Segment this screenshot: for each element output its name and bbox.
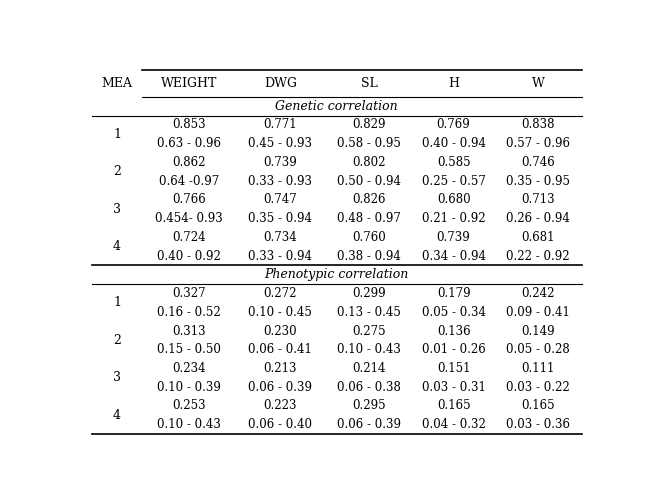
Text: 2: 2	[113, 334, 121, 347]
Text: 0.724: 0.724	[172, 231, 205, 244]
Text: 0.165: 0.165	[521, 400, 555, 412]
Text: 0.313: 0.313	[172, 325, 205, 338]
Text: 0.802: 0.802	[352, 156, 386, 169]
Text: 0.149: 0.149	[521, 325, 555, 338]
Text: Genetic correlation: Genetic correlation	[275, 100, 398, 113]
Text: 0.35 - 0.95: 0.35 - 0.95	[506, 175, 570, 187]
Text: 0.165: 0.165	[437, 400, 470, 412]
Text: 0.40 - 0.94: 0.40 - 0.94	[422, 137, 486, 150]
Text: 0.10 - 0.43: 0.10 - 0.43	[157, 418, 221, 431]
Text: W: W	[531, 77, 544, 90]
Text: 0.862: 0.862	[172, 156, 205, 169]
Text: 0.213: 0.213	[263, 362, 297, 375]
Text: 2: 2	[113, 165, 121, 178]
Text: 0.766: 0.766	[172, 193, 205, 207]
Text: 0.214: 0.214	[352, 362, 386, 375]
Text: MEA: MEA	[102, 77, 132, 90]
Text: 0.22 - 0.92: 0.22 - 0.92	[506, 249, 570, 263]
Text: 0.50 - 0.94: 0.50 - 0.94	[337, 175, 401, 187]
Text: 0.151: 0.151	[437, 362, 470, 375]
Text: 0.03 - 0.31: 0.03 - 0.31	[422, 381, 486, 394]
Text: 0.681: 0.681	[522, 231, 555, 244]
Text: 0.33 - 0.93: 0.33 - 0.93	[248, 175, 312, 187]
Text: 0.327: 0.327	[172, 287, 205, 300]
Text: 0.747: 0.747	[263, 193, 297, 207]
Text: 0.09 - 0.41: 0.09 - 0.41	[506, 306, 570, 319]
Text: 3: 3	[113, 371, 121, 384]
Text: 0.179: 0.179	[437, 287, 470, 300]
Text: 0.16 - 0.52: 0.16 - 0.52	[157, 306, 220, 319]
Text: 0.10 - 0.43: 0.10 - 0.43	[337, 343, 401, 356]
Text: 0.454- 0.93: 0.454- 0.93	[155, 212, 223, 225]
Text: 0.48 - 0.97: 0.48 - 0.97	[337, 212, 401, 225]
Text: 0.40 - 0.92: 0.40 - 0.92	[157, 249, 221, 263]
Text: 0.03 - 0.36: 0.03 - 0.36	[506, 418, 570, 431]
Text: 0.58 - 0.95: 0.58 - 0.95	[337, 137, 401, 150]
Text: 0.25 - 0.57: 0.25 - 0.57	[422, 175, 486, 187]
Text: 0.272: 0.272	[263, 287, 297, 300]
Text: 0.760: 0.760	[352, 231, 386, 244]
Text: 0.04 - 0.32: 0.04 - 0.32	[422, 418, 486, 431]
Text: 0.03 - 0.22: 0.03 - 0.22	[506, 381, 570, 394]
Text: 0.713: 0.713	[521, 193, 555, 207]
Text: 0.769: 0.769	[437, 119, 471, 131]
Text: 0.15 - 0.50: 0.15 - 0.50	[157, 343, 221, 356]
Text: 0.06 - 0.40: 0.06 - 0.40	[248, 418, 312, 431]
Text: 0.223: 0.223	[263, 400, 297, 412]
Text: 0.64 -0.97: 0.64 -0.97	[158, 175, 219, 187]
Text: 0.10 - 0.45: 0.10 - 0.45	[248, 306, 312, 319]
Text: 3: 3	[113, 203, 121, 216]
Text: 0.06 - 0.39: 0.06 - 0.39	[337, 418, 401, 431]
Text: 0.06 - 0.41: 0.06 - 0.41	[248, 343, 312, 356]
Text: 0.26 - 0.94: 0.26 - 0.94	[506, 212, 570, 225]
Text: 0.38 - 0.94: 0.38 - 0.94	[337, 249, 401, 263]
Text: 4: 4	[113, 240, 121, 253]
Text: 0.57 - 0.96: 0.57 - 0.96	[506, 137, 570, 150]
Text: 0.829: 0.829	[352, 119, 386, 131]
Text: 1: 1	[113, 128, 121, 141]
Text: 0.680: 0.680	[437, 193, 470, 207]
Text: 0.35 - 0.94: 0.35 - 0.94	[248, 212, 312, 225]
Text: 0.01 - 0.26: 0.01 - 0.26	[422, 343, 486, 356]
Text: 0.253: 0.253	[172, 400, 205, 412]
Text: 1: 1	[113, 297, 121, 309]
Text: 4: 4	[113, 409, 121, 422]
Text: 0.234: 0.234	[172, 362, 205, 375]
Text: 0.33 - 0.94: 0.33 - 0.94	[248, 249, 312, 263]
Text: 0.739: 0.739	[437, 231, 471, 244]
Text: 0.771: 0.771	[263, 119, 297, 131]
Text: 0.10 - 0.39: 0.10 - 0.39	[157, 381, 221, 394]
Text: 0.275: 0.275	[352, 325, 386, 338]
Text: 0.136: 0.136	[437, 325, 470, 338]
Text: 0.111: 0.111	[522, 362, 555, 375]
Text: H: H	[448, 77, 459, 90]
Text: 0.826: 0.826	[352, 193, 386, 207]
Text: 0.230: 0.230	[263, 325, 297, 338]
Text: 0.739: 0.739	[263, 156, 297, 169]
Text: 0.299: 0.299	[352, 287, 386, 300]
Text: 0.06 - 0.39: 0.06 - 0.39	[248, 381, 312, 394]
Text: 0.05 - 0.34: 0.05 - 0.34	[422, 306, 486, 319]
Text: 0.853: 0.853	[172, 119, 205, 131]
Text: 0.13 - 0.45: 0.13 - 0.45	[337, 306, 401, 319]
Text: 0.295: 0.295	[352, 400, 386, 412]
Text: 0.63 - 0.96: 0.63 - 0.96	[156, 137, 221, 150]
Text: 0.45 - 0.93: 0.45 - 0.93	[248, 137, 312, 150]
Text: 0.06 - 0.38: 0.06 - 0.38	[337, 381, 401, 394]
Text: SL: SL	[361, 77, 378, 90]
Text: 0.746: 0.746	[521, 156, 555, 169]
Text: 0.242: 0.242	[522, 287, 555, 300]
Text: 0.585: 0.585	[437, 156, 470, 169]
Text: WEIGHT: WEIGHT	[160, 77, 217, 90]
Text: 0.34 - 0.94: 0.34 - 0.94	[422, 249, 486, 263]
Text: 0.838: 0.838	[522, 119, 555, 131]
Text: Phenotypic correlation: Phenotypic correlation	[265, 268, 409, 281]
Text: DWG: DWG	[264, 77, 297, 90]
Text: 0.21 - 0.92: 0.21 - 0.92	[422, 212, 485, 225]
Text: 0.734: 0.734	[263, 231, 297, 244]
Text: 0.05 - 0.28: 0.05 - 0.28	[506, 343, 570, 356]
